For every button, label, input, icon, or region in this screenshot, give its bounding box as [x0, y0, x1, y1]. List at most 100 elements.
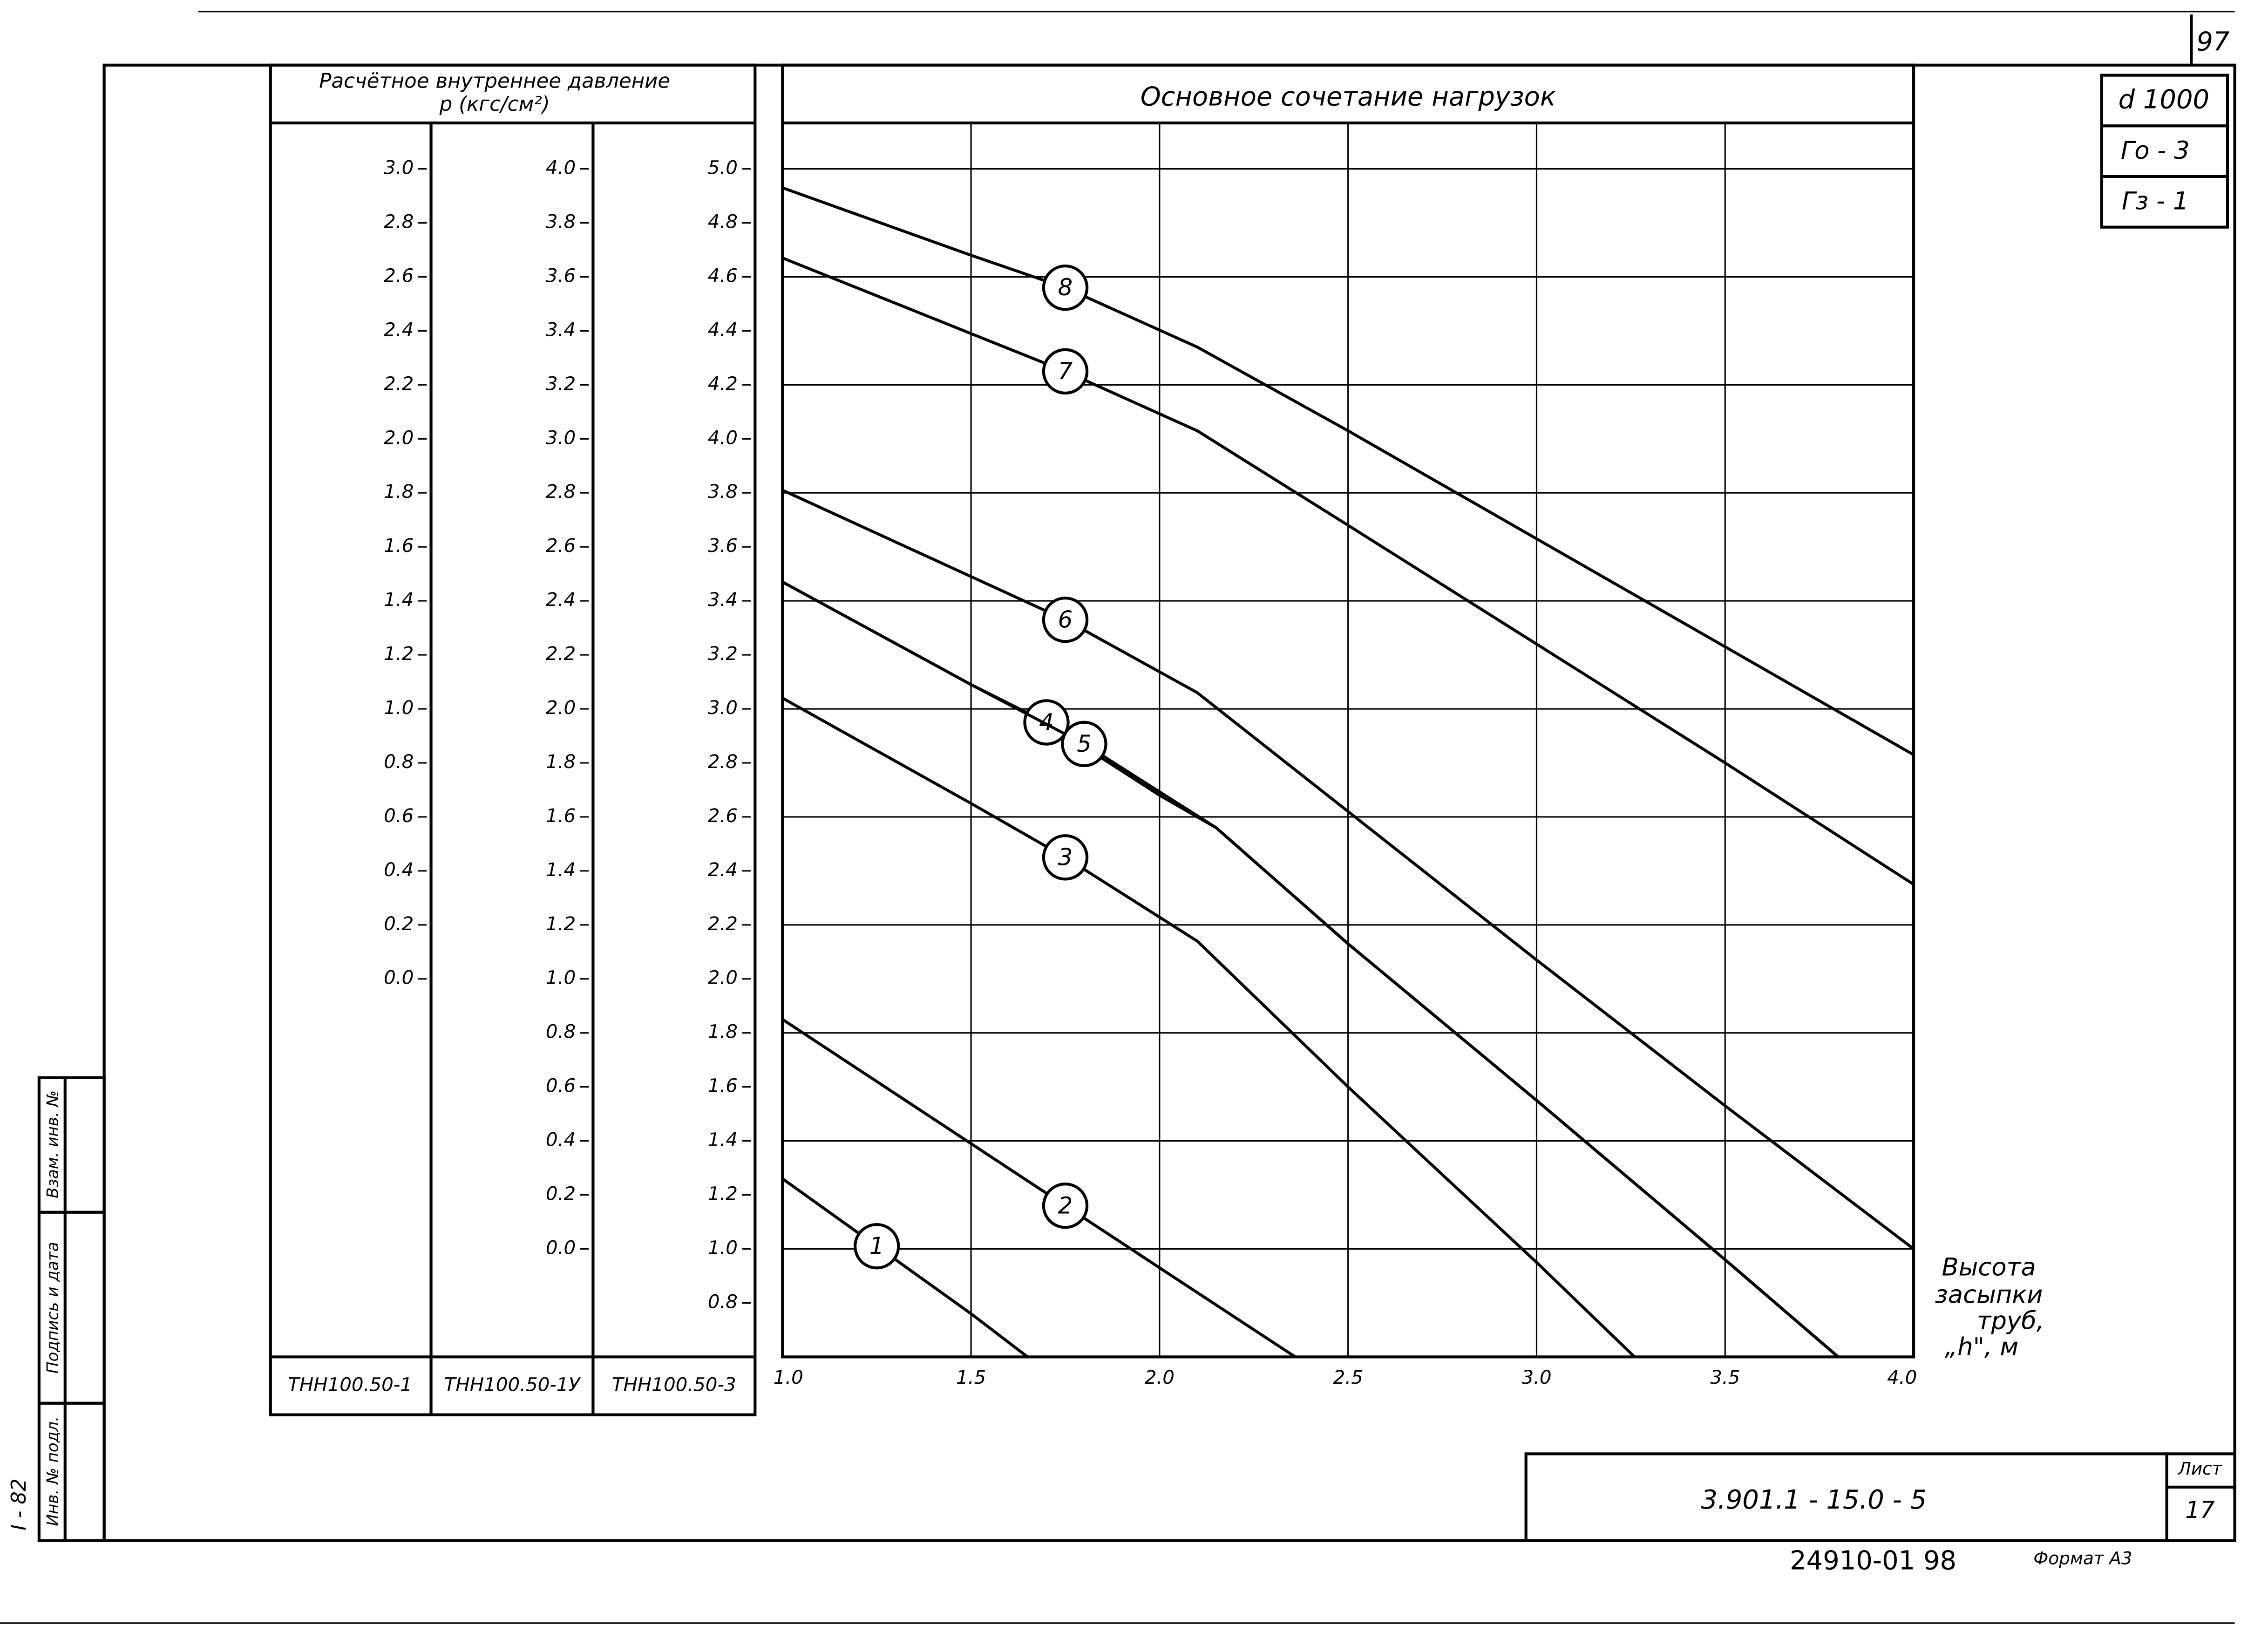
param: Гз - 1 [2122, 187, 2189, 215]
y-tick-label: 3.4 [546, 319, 576, 340]
curve-label-circle [1042, 348, 1089, 395]
legend-label: 8 [1058, 274, 1073, 301]
y-tick-label: 0.8 [546, 1021, 576, 1043]
side-field: Взам. инв. № [43, 1090, 62, 1198]
x-tick-label: 2.5 [1333, 1367, 1363, 1388]
curve [782, 186, 1915, 756]
y-tick-label: 3.6 [546, 265, 576, 286]
x-label-line: труб, [1977, 1306, 2044, 1335]
document-code: 3.901.1 - 15.0 - 5 [1701, 1485, 1927, 1515]
sheet-code: d 1000 [2119, 85, 2209, 115]
side-field: Инв. № подл. [43, 1416, 62, 1526]
curve-label-circle [1042, 1182, 1089, 1229]
y-tick-label: 4.0 [546, 157, 576, 179]
y-tick-label: 0.0 [546, 1237, 576, 1258]
x-tick-label: 2.0 [1145, 1367, 1175, 1388]
y-tick-label: 0.8 [708, 1291, 738, 1313]
y-tick-label: 2.2 [708, 913, 738, 935]
y-tick-label: 2.0 [546, 697, 576, 719]
curve-label-circle [1042, 597, 1089, 643]
y-tick-label: 0.6 [384, 805, 414, 827]
x-label-line: засыпки [1935, 1281, 2043, 1309]
curve-label-circle [853, 1223, 900, 1270]
y-tick-label: 4.6 [708, 265, 738, 286]
page-number: 97 [2196, 27, 2230, 57]
param: Го - 3 [2121, 136, 2190, 165]
y-tick-label: 4.0 [708, 427, 738, 449]
order-number: 24910-01 98 [1790, 1546, 1956, 1576]
y-tick-label: 0.4 [546, 1129, 576, 1151]
curve-label-circle [1023, 699, 1070, 746]
legend-label: 1 [869, 1232, 884, 1259]
y-tick-label: 2.8 [384, 211, 414, 233]
curve [781, 1177, 1029, 1358]
y-tick-label: 1.6 [708, 1075, 738, 1097]
y-tick-label: 0.2 [384, 913, 414, 935]
y-tick-label: 1.0 [384, 697, 414, 719]
y-tick-label: 3.4 [708, 589, 738, 611]
y-tick-label: 2.8 [546, 481, 576, 503]
curve [781, 697, 1636, 1358]
y-tick-label: 3.8 [708, 481, 738, 503]
curve [781, 580, 1840, 1358]
y-tick-label: 3.0 [384, 157, 414, 179]
y-tick-label: 2.6 [384, 265, 414, 286]
y-tick-label: 2.6 [546, 535, 576, 557]
y-tick-label: 1.8 [708, 1021, 738, 1043]
spec-box [2100, 74, 2229, 229]
plot-frame [781, 63, 1915, 1359]
scale-label: ТНН100.50-1У [444, 1374, 581, 1395]
sheet-number: 17 [2185, 1496, 2215, 1523]
side-number: I - 82 [7, 1478, 31, 1530]
y-tick-label: 2.2 [546, 643, 576, 665]
y-tick-label: 1.6 [546, 805, 576, 827]
x-label-line: Высота [1942, 1253, 2036, 1282]
y-tick-label: 1.6 [384, 535, 414, 557]
stamp [1524, 1452, 2236, 1542]
curve [781, 1018, 1297, 1358]
y-tick-label: 2.4 [384, 319, 414, 340]
y-tick-label: 3.6 [708, 535, 738, 557]
scale-label: ТНН100.50-3 [612, 1374, 736, 1395]
y-tick-label: 1.8 [384, 481, 414, 503]
y-tick-label: 0.6 [546, 1075, 576, 1097]
y-unit: р (кгс/см²) [439, 93, 550, 116]
side-field: Подпись и дата [43, 1242, 62, 1374]
y-tick-label: 0.4 [384, 859, 414, 881]
pressure-table [269, 63, 757, 1416]
y-tick-label: 3.0 [708, 697, 738, 719]
curve-label-circle [1042, 264, 1089, 311]
y-tick-label: 2.4 [708, 859, 738, 881]
y-tick-label: 2.8 [708, 751, 738, 773]
curve [781, 580, 1840, 1358]
legend-label: 5 [1077, 730, 1092, 757]
y-tick-label: 5.0 [708, 157, 738, 179]
legend-label: 3 [1058, 843, 1073, 871]
x-tick-label: 3.0 [1521, 1367, 1551, 1388]
y-tick-label: 4.8 [708, 211, 738, 233]
y-tick-label: 1.4 [708, 1129, 738, 1151]
x-tick-label: 4.0 [1887, 1367, 1917, 1388]
y-tick-label: 4.4 [708, 319, 738, 340]
y-label: Расчётное внутреннее давление [319, 70, 670, 93]
curve-label-circle [1061, 721, 1107, 768]
y-tick-label: 3.0 [546, 427, 576, 449]
y-tick-label: 0.2 [546, 1183, 576, 1204]
sheet-label: Лист [2177, 1458, 2223, 1479]
y-tick-label: 1.2 [708, 1183, 738, 1204]
y-tick-label: 1.4 [546, 859, 576, 881]
y-tick-label: 3.2 [708, 643, 738, 665]
y-tick-label: 2.4 [546, 589, 576, 611]
y-tick-label: 3.8 [546, 211, 576, 233]
y-tick-label: 2.0 [384, 427, 414, 449]
legend-label: 7 [1058, 358, 1073, 385]
y-tick-label: 0.8 [384, 751, 414, 773]
x-tick-label: 1.0 [774, 1367, 803, 1388]
y-tick-label: 2.6 [708, 805, 738, 827]
curve [782, 257, 1915, 886]
side-strip [37, 1076, 106, 1542]
legend-label: 2 [1058, 1192, 1073, 1219]
y-tick-label: 2.0 [708, 967, 738, 989]
legend-label: 6 [1058, 606, 1073, 633]
